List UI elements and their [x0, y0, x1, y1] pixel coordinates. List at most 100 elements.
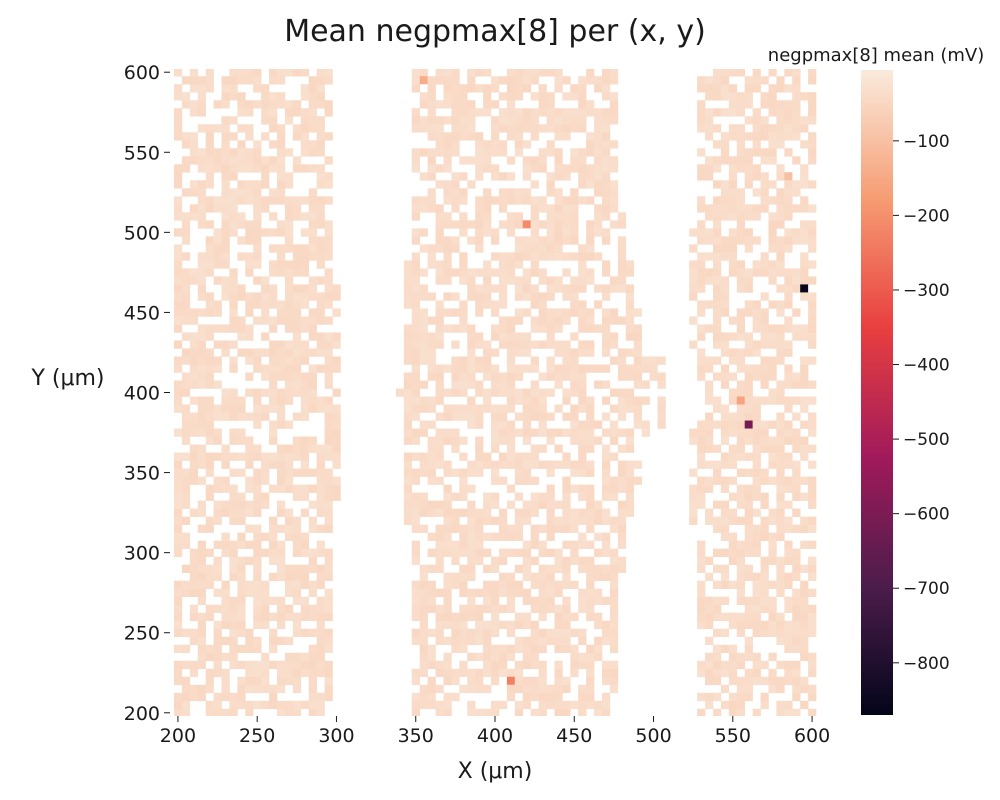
- heatmap-cell: [570, 356, 579, 365]
- heatmap-cell: [705, 380, 714, 389]
- heatmap-cells: [173, 69, 817, 716]
- heatmap-cell: [443, 604, 452, 614]
- heatmap-cell: [554, 116, 563, 125]
- heatmap-cell: [784, 500, 793, 509]
- heatmap-cell: [197, 636, 206, 646]
- heatmap-cell: [308, 188, 317, 197]
- heatmap-cell: [443, 572, 452, 581]
- heatmap-cell: [435, 620, 444, 630]
- heatmap-cell: [292, 652, 302, 662]
- x-tick-label: 250: [239, 725, 275, 747]
- heatmap-cell: [483, 644, 492, 654]
- heatmap-cell: [594, 436, 603, 445]
- heatmap-cell: [411, 612, 420, 622]
- heatmap-cell: [277, 604, 286, 614]
- heatmap-cell: [491, 628, 500, 638]
- heatmap-cell: [514, 292, 524, 301]
- heatmap-cell: [720, 188, 730, 197]
- heatmap-cell: [451, 172, 460, 181]
- heatmap-cell: [324, 508, 333, 517]
- heatmap-cell: [189, 396, 199, 405]
- heatmap-cell: [173, 276, 183, 285]
- heatmap-cell: [728, 652, 738, 662]
- heatmap-cell: [633, 356, 642, 365]
- heatmap-cell: [435, 668, 444, 678]
- heatmap-cell: [451, 628, 460, 638]
- heatmap-cell: [205, 396, 214, 405]
- heatmap-cell: [197, 380, 206, 389]
- heatmap-cell: [475, 356, 484, 365]
- heatmap-cell: [451, 492, 460, 501]
- heatmap-cell: [245, 676, 254, 686]
- heatmap-cell: [332, 452, 341, 461]
- heatmap-cell: [237, 196, 246, 205]
- heatmap-cell: [435, 564, 444, 573]
- heatmap-cell: [284, 69, 294, 77]
- heatmap-cell: [546, 364, 555, 373]
- heatmap-cell: [530, 156, 539, 165]
- heatmap-cell: [269, 76, 278, 85]
- heatmap-cell: [173, 92, 183, 101]
- heatmap-cell: [237, 612, 246, 622]
- heatmap-cell: [602, 108, 611, 117]
- heatmap-cell: [720, 212, 730, 221]
- heatmap-cell: [300, 348, 310, 357]
- heatmap-cell: [245, 628, 254, 638]
- heatmap-cell: [586, 468, 595, 477]
- heatmap-cell: [261, 332, 270, 341]
- heatmap-cell: [506, 252, 516, 261]
- heatmap-cell: [316, 628, 325, 638]
- heatmap-cell: [705, 236, 714, 245]
- heatmap-cell: [602, 260, 611, 269]
- heatmap-cell: [316, 260, 325, 269]
- heatmap-cell: [562, 316, 571, 325]
- heatmap-cell: [308, 364, 317, 373]
- heatmap-cell: [419, 668, 428, 678]
- heatmap-cell: [792, 76, 801, 85]
- heatmap-cell: [554, 124, 563, 133]
- heatmap-cell: [277, 244, 286, 253]
- heatmap-cell: [205, 468, 214, 477]
- heatmap-cell: [213, 244, 222, 253]
- heatmap-cell: [213, 124, 222, 133]
- heatmap-cell: [784, 404, 793, 413]
- heatmap-cell: [800, 420, 809, 429]
- heatmap-cell: [689, 340, 698, 349]
- heatmap-cell: [562, 612, 571, 622]
- heatmap-cell: [808, 356, 817, 365]
- heatmap-cell: [578, 564, 587, 573]
- heatmap-cell: [506, 668, 516, 678]
- heatmap-cell: [760, 292, 769, 301]
- heatmap-cell: [530, 620, 539, 630]
- heatmap-cell: [657, 396, 666, 405]
- heatmap-cell: [253, 388, 262, 397]
- heatmap-cell: [292, 668, 302, 678]
- heatmap-cell: [292, 620, 302, 630]
- heatmap-cell: [570, 556, 579, 565]
- heatmap-cell: [451, 140, 460, 149]
- heatmap-cell: [229, 700, 238, 710]
- heatmap-cell: [197, 572, 206, 581]
- heatmap-cell: [467, 516, 476, 525]
- heatmap-cell: [522, 700, 531, 710]
- heatmap-cell: [570, 196, 579, 205]
- heatmap-cell: [736, 388, 745, 397]
- heatmap-cell: [221, 276, 230, 285]
- heatmap-cell: [189, 268, 199, 277]
- heatmap-cell: [316, 308, 325, 317]
- heatmap-cell: [245, 124, 254, 133]
- heatmap-cell: [213, 452, 222, 461]
- heatmap-cell: [181, 676, 191, 686]
- heatmap-cell: [736, 572, 745, 581]
- heatmap-cell: [530, 428, 539, 437]
- heatmap-cell: [736, 69, 745, 77]
- heatmap-cell: [419, 124, 428, 133]
- heatmap-cell: [253, 524, 262, 533]
- heatmap-cell: [221, 588, 230, 597]
- heatmap-cell: [292, 540, 302, 549]
- heatmap-cell: [633, 364, 642, 373]
- heatmap-cell: [736, 500, 745, 509]
- heatmap-cell: [324, 380, 333, 389]
- heatmap-cell: [562, 204, 571, 213]
- heatmap-cell: [728, 260, 738, 269]
